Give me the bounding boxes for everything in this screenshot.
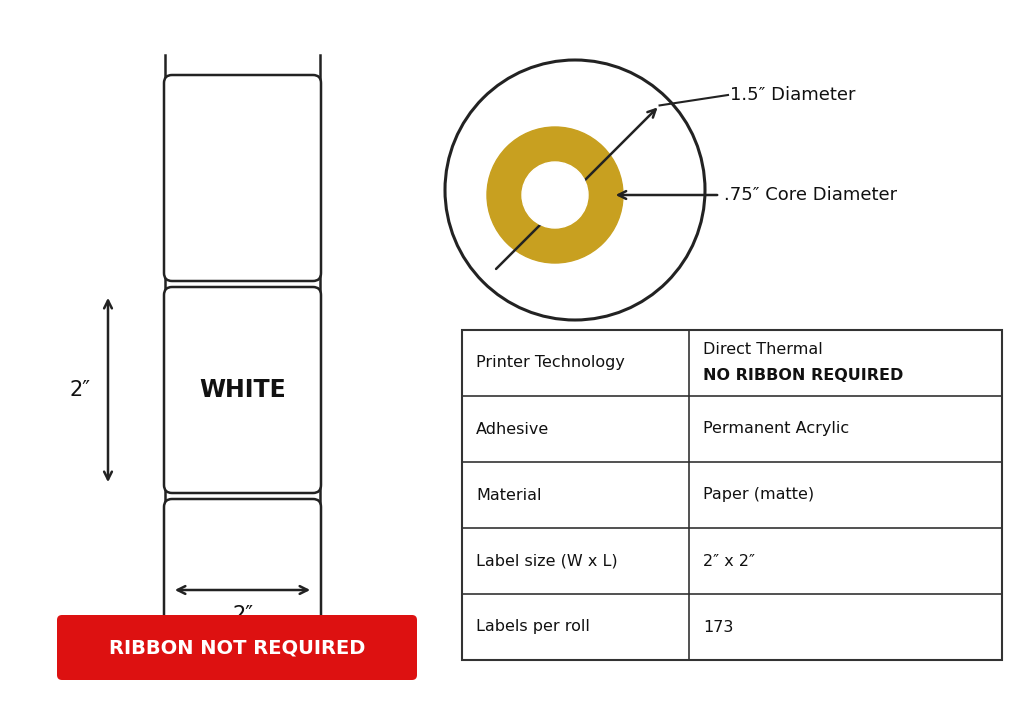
Text: Direct Thermal: Direct Thermal (702, 343, 822, 358)
Text: Material: Material (476, 487, 542, 503)
Circle shape (522, 162, 588, 228)
Circle shape (487, 127, 623, 263)
FancyBboxPatch shape (164, 499, 321, 623)
Text: WHITE: WHITE (199, 378, 286, 402)
Text: .75″ Core Diameter: .75″ Core Diameter (724, 186, 897, 204)
FancyBboxPatch shape (164, 287, 321, 493)
Text: 173: 173 (702, 620, 733, 634)
Bar (462, 330, 1002, 660)
Bar (170, 0, 315, 55)
Text: NO RIBBON REQUIRED: NO RIBBON REQUIRED (702, 369, 903, 383)
Text: RIBBON NOT REQUIRED: RIBBON NOT REQUIRED (109, 638, 366, 657)
Text: Labels per roll: Labels per roll (476, 620, 590, 634)
Text: 2″ x 2″: 2″ x 2″ (702, 554, 755, 569)
FancyBboxPatch shape (57, 615, 417, 680)
Bar (170, 630, 315, 680)
Text: Adhesive: Adhesive (476, 421, 549, 437)
Text: Permanent Acrylic: Permanent Acrylic (702, 421, 849, 437)
Text: Paper (matte): Paper (matte) (702, 487, 814, 503)
FancyBboxPatch shape (164, 75, 321, 281)
Text: 2″: 2″ (70, 380, 90, 400)
Circle shape (445, 60, 705, 320)
Text: Label size (W x L): Label size (W x L) (476, 554, 617, 569)
Text: 1.5″ Diameter: 1.5″ Diameter (730, 86, 855, 104)
Text: Printer Technology: Printer Technology (476, 355, 625, 371)
Text: 2″: 2″ (232, 605, 253, 625)
